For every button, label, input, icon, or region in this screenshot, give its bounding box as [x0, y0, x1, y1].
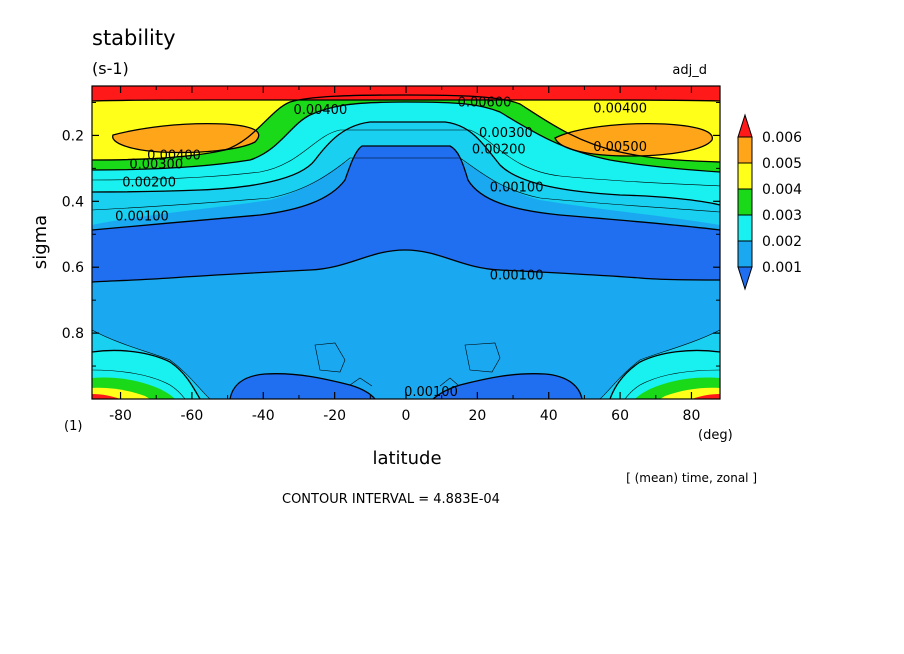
contour-line-lower-left — [92, 349, 201, 399]
contour-label: 0.00400 — [293, 103, 347, 118]
x-tick-label: -20 — [323, 408, 346, 424]
contour-label: 0.00100 — [490, 268, 544, 283]
averaging-note: [ (mean) time, zonal ] — [626, 471, 757, 485]
band-red-left-lower — [92, 394, 120, 399]
colorbar-swatch — [737, 188, 753, 216]
contour-label: 0.00100 — [115, 209, 169, 224]
contour-line-lower-right — [609, 349, 720, 399]
x-tick-label: -40 — [252, 408, 275, 424]
thin-contour-3 — [92, 129, 720, 187]
colorbar-label: 0.001 — [762, 260, 802, 276]
band-orange-left — [112, 123, 259, 153]
thin-contour-8 — [92, 369, 186, 399]
thin-contour-6 — [464, 342, 501, 373]
band-red-right-lower — [692, 394, 720, 399]
thin-contour-4 — [92, 157, 720, 213]
contour-thin-lines — [92, 129, 720, 399]
colorbar-label: 0.006 — [762, 130, 802, 146]
thin-contour-9 — [624, 369, 720, 399]
y-axis-unit: (1) — [64, 419, 82, 434]
contour-label: 0.00300 — [129, 157, 183, 172]
x-axis: -80 -60 -40 -20 0 20 40 60 80 — [109, 86, 700, 424]
colorbar-label: 0.003 — [762, 208, 802, 224]
colorbar-label: 0.004 — [762, 182, 802, 198]
band-dark-upper — [92, 146, 720, 282]
contour-label: 0.00500 — [593, 140, 647, 155]
contour-label: 0.00400 — [147, 149, 201, 164]
y-axis: 0.2 0.4 0.6 0.8 — [62, 101, 720, 400]
chart-units: (s-1) — [92, 59, 129, 78]
y-tick-label: 0.4 — [62, 194, 84, 210]
colorbar-extend-min — [737, 266, 753, 291]
contour-interval-note: CONTOUR INTERVAL = 4.883E-04 — [282, 492, 500, 507]
colorbar-swatch — [737, 240, 753, 268]
x-tick-label: 60 — [611, 408, 629, 424]
contour-line-bottom-dark — [229, 373, 583, 399]
band-red-top — [92, 86, 720, 101]
contour-line-0.005-right — [554, 122, 713, 157]
contour-line-0.002 — [92, 121, 720, 206]
x-tick-label: -80 — [109, 408, 132, 424]
thin-contour-5 — [314, 342, 346, 373]
thin-contour-1 — [92, 329, 211, 399]
x-tick-label: 80 — [683, 408, 701, 424]
run-label: adj_d — [672, 63, 707, 78]
thin-contour-2 — [599, 329, 720, 399]
chart-title: stability — [92, 26, 176, 50]
colorbar-swatch — [737, 162, 753, 190]
contour-label: 0.00200 — [122, 176, 176, 191]
band-yellow-upper — [92, 86, 720, 162]
band-dark-lower-left — [230, 373, 375, 399]
thin-contour-7 — [349, 377, 459, 387]
band-dark-lower-right — [433, 373, 582, 399]
colorbar-label: 0.005 — [762, 156, 802, 172]
contour-field — [92, 86, 720, 399]
contour-label: 0.00400 — [593, 101, 647, 116]
y-tick-label: 0.2 — [62, 128, 84, 144]
contour-label: 0.00600 — [458, 95, 512, 110]
contour-label: 0.00300 — [479, 126, 533, 141]
contour-line-0.003 — [92, 101, 720, 173]
contour-label: 0.00200 — [472, 143, 526, 158]
contour-lines — [92, 94, 720, 399]
contour-line-0.001-upper — [92, 145, 720, 231]
colorbar-label: 0.002 — [762, 234, 802, 250]
colorbar-swatch — [737, 136, 753, 164]
y-axis-title: sigma — [30, 215, 51, 269]
contour-label: 0.00100 — [404, 385, 458, 400]
x-tick-label: 0 — [402, 408, 411, 424]
x-tick-label: 20 — [468, 408, 486, 424]
x-tick-label: -60 — [180, 408, 203, 424]
y-tick-label: 0.6 — [62, 260, 84, 276]
colorbar-swatch — [737, 214, 753, 242]
contour-label: 0.00100 — [490, 180, 544, 195]
x-tick-label: 40 — [540, 408, 558, 424]
colorbar-extend-max — [737, 113, 753, 138]
contour-line-0.006 — [92, 99, 720, 102]
x-axis-unit: (deg) — [698, 428, 733, 443]
band-orange-right — [555, 123, 713, 156]
y-tick-label: 0.8 — [62, 326, 84, 342]
contour-line-0.005-left — [112, 122, 260, 154]
x-axis-title: latitude — [372, 448, 441, 469]
contour-line-0.001-mid — [92, 249, 720, 283]
colorbar: 0.001 0.002 0.003 0.004 0.005 0.006 — [737, 113, 802, 291]
